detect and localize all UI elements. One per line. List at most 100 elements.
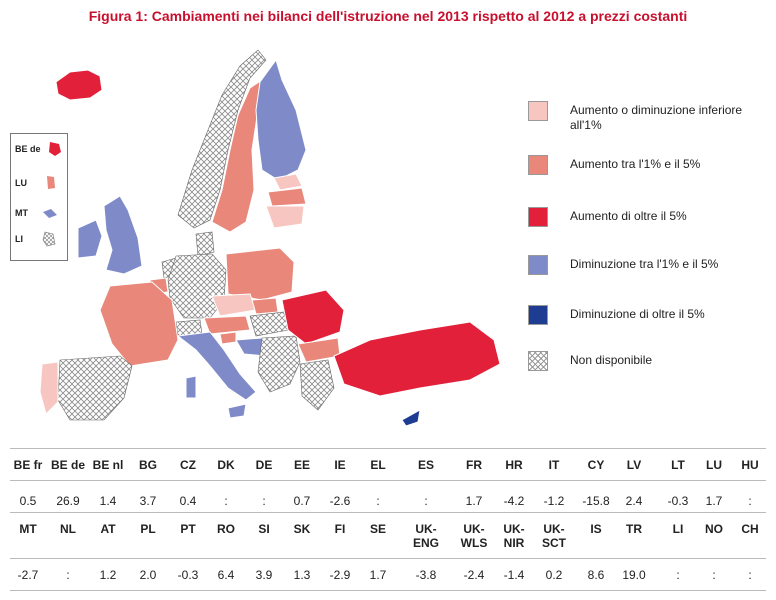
country-code-cell: HU bbox=[741, 458, 759, 472]
value-cell: 0.5 bbox=[19, 494, 37, 508]
value-cell: -1.4 bbox=[503, 568, 525, 582]
country-code-cell: PT bbox=[180, 522, 196, 536]
value-cell: 2.0 bbox=[139, 568, 157, 582]
europe-map bbox=[39, 49, 501, 427]
table-rule bbox=[10, 512, 766, 513]
country-code-cell: NL bbox=[60, 522, 76, 536]
country-code-cell: LT bbox=[671, 458, 685, 472]
value-cell: 0.7 bbox=[293, 494, 311, 508]
country-IE bbox=[77, 219, 103, 259]
country-code-cell: PL bbox=[140, 522, 156, 536]
country-code-cell: ES bbox=[417, 458, 434, 472]
value-cell: : bbox=[224, 494, 228, 508]
value-cell: 3.9 bbox=[255, 568, 273, 582]
value-cell: : bbox=[748, 568, 752, 582]
country-code-cell: CY bbox=[587, 458, 605, 472]
country-code-cell: SI bbox=[258, 522, 270, 536]
country-code-cell: TR bbox=[626, 522, 642, 536]
value-cell: 8.6 bbox=[587, 568, 605, 582]
country-code-cell: CZ bbox=[180, 458, 196, 472]
country-IT bbox=[176, 331, 257, 401]
country-NO bbox=[177, 49, 267, 229]
value-cell: -4.2 bbox=[503, 494, 525, 508]
value-cell: 0.4 bbox=[179, 494, 197, 508]
country-TR bbox=[333, 321, 501, 397]
table-rule bbox=[10, 480, 766, 481]
inset-label-li: LI bbox=[15, 234, 23, 244]
inset-label-mt: MT bbox=[15, 208, 28, 218]
legend-label: Aumento o diminuzione inferiore all'1% bbox=[570, 103, 743, 132]
value-cell: 6.4 bbox=[217, 568, 235, 582]
country-ES bbox=[57, 355, 133, 421]
country-LV bbox=[267, 187, 307, 207]
country-code-cell: EE bbox=[293, 458, 310, 472]
region-balkans bbox=[257, 335, 301, 393]
table-rule bbox=[10, 558, 766, 559]
country-code-cell: LU bbox=[706, 458, 722, 472]
value-cell: -15.8 bbox=[582, 494, 610, 508]
legend-swatch bbox=[528, 255, 548, 275]
country-code-cell: SK bbox=[293, 522, 311, 536]
inset-label-lu: LU bbox=[15, 178, 27, 188]
inset-label-be-de: BE de bbox=[15, 144, 41, 154]
country-RO bbox=[281, 289, 345, 345]
value-cell: 1.2 bbox=[99, 568, 117, 582]
small-countries-inset: BE de LU MT LI bbox=[10, 133, 68, 261]
country-code-cell: BE nl bbox=[92, 458, 124, 472]
value-cell: 26.9 bbox=[56, 494, 80, 508]
country-CZ bbox=[211, 293, 257, 317]
legend-swatch bbox=[528, 207, 548, 227]
value-cell: -2.6 bbox=[329, 494, 351, 508]
inset-shape-lu bbox=[47, 176, 55, 189]
value-cell: 1.7 bbox=[705, 494, 723, 508]
inset-shape-li bbox=[42, 231, 56, 247]
country-code-cell: HR bbox=[505, 458, 523, 472]
country-code-cell: BE fr bbox=[13, 458, 43, 472]
country-code-cell: MT bbox=[19, 522, 37, 536]
legend-label: Aumento di oltre il 5% bbox=[570, 209, 687, 223]
legend-label: Non disponibile bbox=[570, 353, 653, 367]
value-cell: : bbox=[262, 494, 266, 508]
value-cell: : bbox=[376, 494, 380, 508]
country-IT-sardinia bbox=[185, 375, 197, 399]
country-SK bbox=[251, 297, 279, 315]
country-code-cell: DK bbox=[217, 458, 235, 472]
country-code-cell: IS bbox=[590, 522, 602, 536]
legend-swatch bbox=[528, 155, 548, 175]
country-LT bbox=[265, 205, 305, 229]
country-code-cell: LI bbox=[672, 522, 684, 536]
country-code-cell: BG bbox=[139, 458, 157, 472]
country-IT-sicily bbox=[227, 403, 247, 419]
value-cell: : bbox=[424, 494, 428, 508]
value-cell: -0.3 bbox=[177, 568, 199, 582]
value-cell: : bbox=[676, 568, 680, 582]
value-cell: : bbox=[712, 568, 716, 582]
country-code-cell: DE bbox=[255, 458, 273, 472]
country-code-cell: UK- WLS bbox=[460, 522, 488, 550]
country-code-cell: FI bbox=[334, 522, 346, 536]
country-code-cell: SE bbox=[369, 522, 386, 536]
country-code-cell: UK- SCT bbox=[542, 522, 566, 550]
country-DK bbox=[195, 231, 215, 257]
value-cell: 1.7 bbox=[369, 568, 387, 582]
inset-shape-be-de bbox=[49, 142, 61, 156]
country-code-cell: FR bbox=[466, 458, 482, 472]
country-SI bbox=[219, 331, 237, 345]
value-cell: 19.0 bbox=[622, 568, 646, 582]
value-cell: : bbox=[66, 568, 70, 582]
legend-label: Aumento tra l'1% e il 5% bbox=[570, 157, 701, 171]
country-PL bbox=[225, 247, 295, 301]
country-code-cell: BE de bbox=[50, 458, 85, 472]
country-IS bbox=[55, 69, 103, 101]
country-code-cell: AT bbox=[100, 522, 116, 536]
country-code-cell: IT bbox=[548, 458, 560, 472]
country-EL bbox=[299, 359, 335, 411]
legend-label: Diminuzione tra l'1% e il 5% bbox=[570, 257, 719, 271]
value-cell: -2.4 bbox=[463, 568, 485, 582]
country-EE bbox=[273, 173, 303, 191]
country-PT bbox=[39, 361, 59, 415]
country-code-cell: RO bbox=[217, 522, 235, 536]
country-AT bbox=[203, 315, 251, 335]
country-code-cell: UK- ENG bbox=[412, 522, 439, 550]
country-HU bbox=[249, 311, 289, 337]
